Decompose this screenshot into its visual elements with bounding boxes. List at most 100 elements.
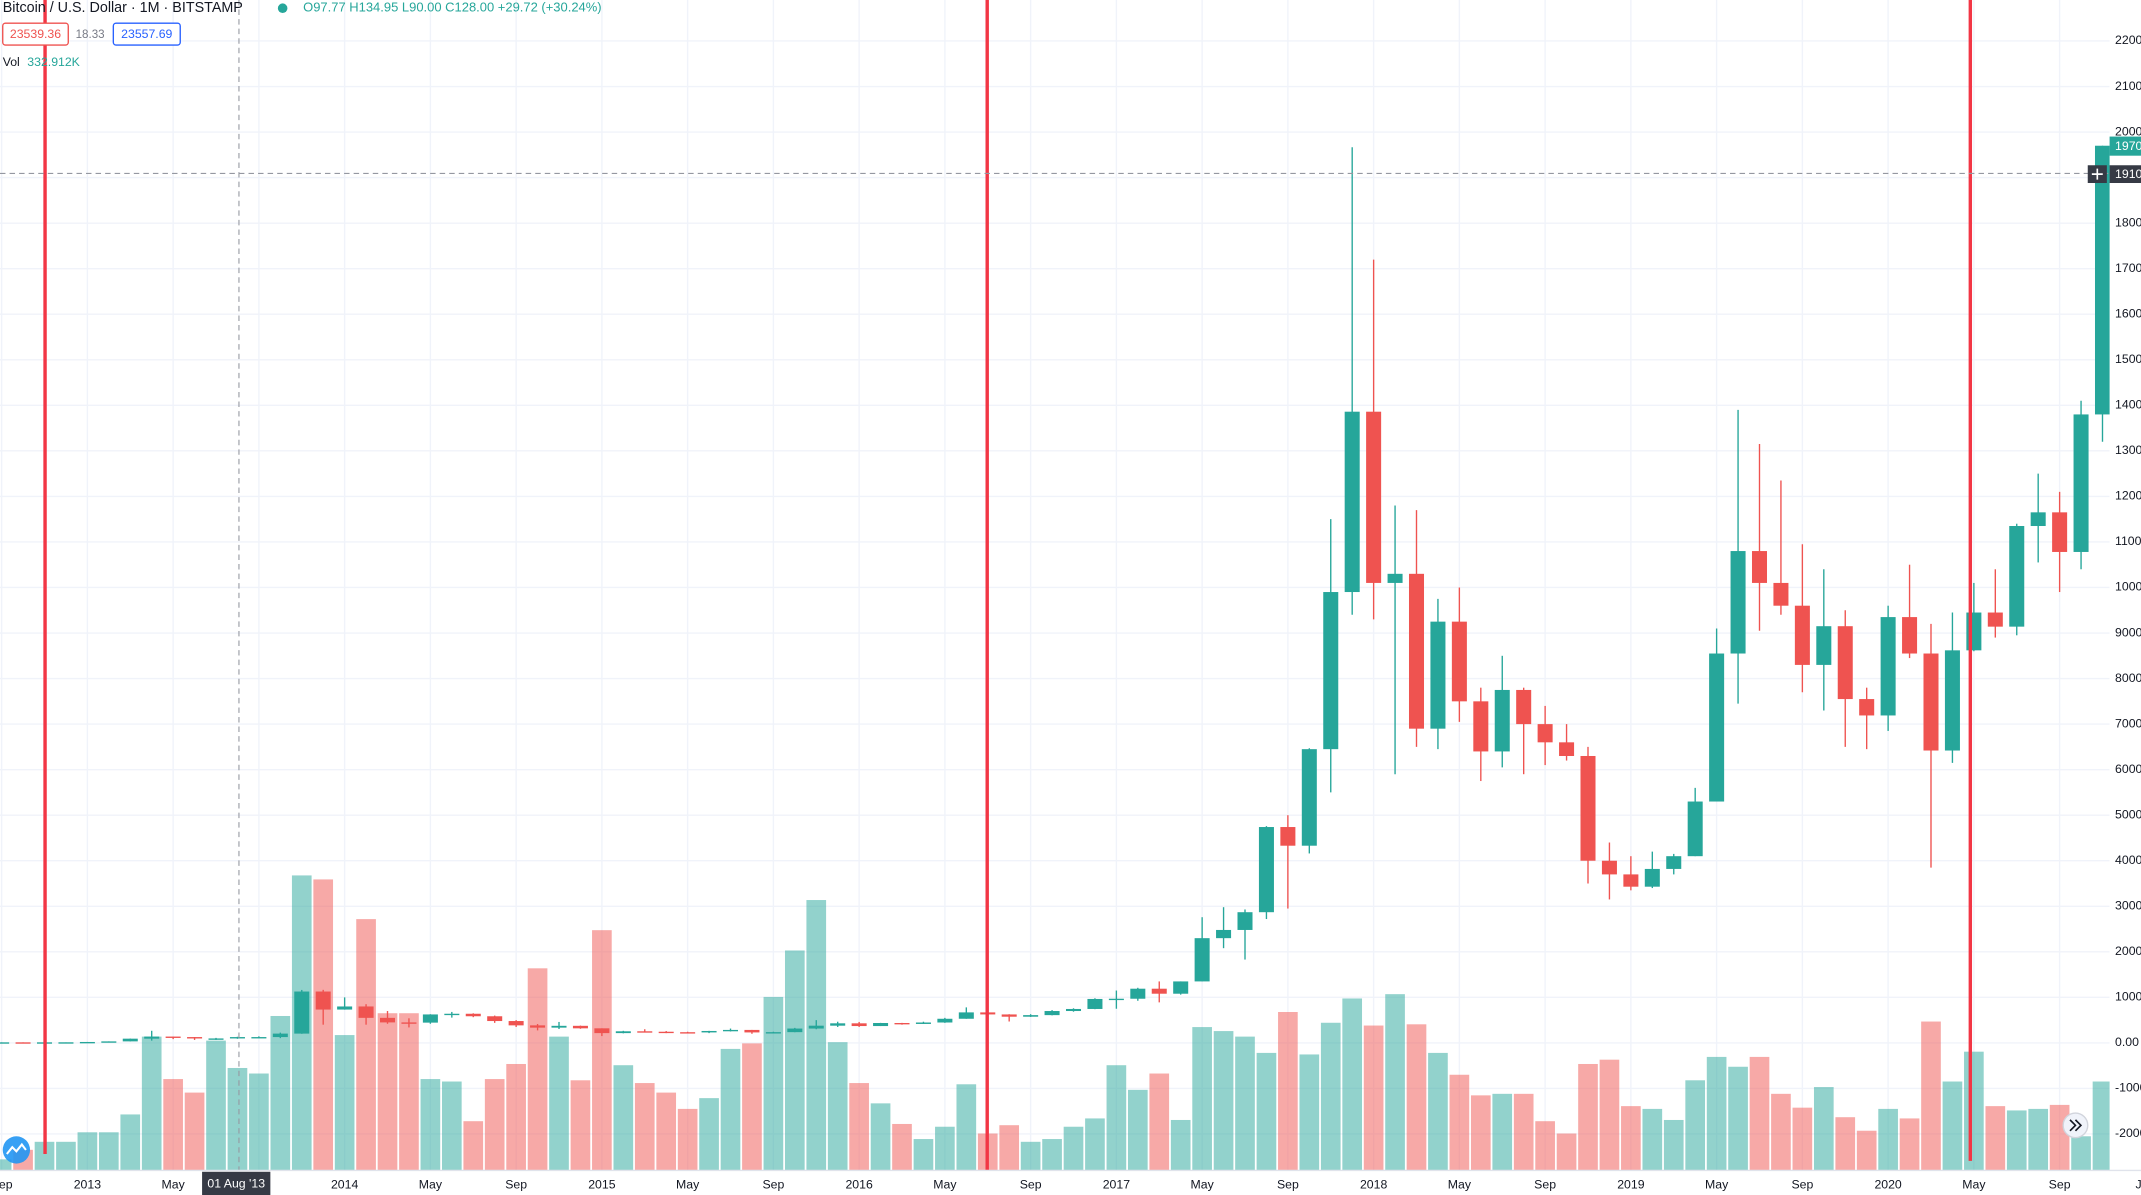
candle-body <box>701 1030 717 1033</box>
x-tick-label: 2016 <box>845 1178 872 1192</box>
plus-icon[interactable] <box>2091 168 2103 180</box>
volume-bar <box>1835 1117 1856 1171</box>
sell-price[interactable]: 23539.36 <box>10 27 61 41</box>
candle-body <box>2030 512 2046 527</box>
candle-body <box>1944 650 1960 751</box>
volume-bar <box>1106 1065 1127 1171</box>
volume-bar <box>892 1123 912 1171</box>
candle-body <box>0 1042 10 1044</box>
candle-body <box>808 1025 824 1029</box>
volume-bar <box>334 1035 355 1171</box>
candle-body <box>1194 938 1210 982</box>
volume-bar <box>2049 1104 2070 1171</box>
candle-layer <box>0 145 2111 1044</box>
candle-body <box>294 991 310 1034</box>
candle-body <box>722 1029 739 1032</box>
volume-bar <box>1470 1095 1491 1171</box>
volume-bar <box>1127 1089 1148 1171</box>
candle-body <box>937 1018 953 1023</box>
candle-body <box>15 1042 31 1044</box>
candle-body <box>1816 626 1832 665</box>
candle-body <box>894 1022 910 1025</box>
candle-body <box>2073 414 2089 552</box>
volume-bar <box>1042 1139 1062 1171</box>
volume-bar <box>1942 1081 1963 1171</box>
candle-body <box>401 1022 417 1024</box>
scroll-icon[interactable] <box>2069 1119 2083 1132</box>
volume-bar <box>763 996 784 1171</box>
volume-bar <box>141 1036 162 1171</box>
market-status-dot <box>277 3 288 13</box>
last-price-label: 19700 <box>2115 139 2141 153</box>
sell-box[interactable] <box>2 22 69 46</box>
price-axis-bg <box>2109 0 2141 1171</box>
candle-body <box>915 1022 931 1024</box>
volume-bar <box>2071 1136 2091 1171</box>
y-tick-label: 1000 <box>2115 990 2141 1004</box>
volume-bar <box>1299 1054 1320 1171</box>
volume-bar <box>184 1092 205 1171</box>
volume-bar <box>206 1040 226 1171</box>
buy-box[interactable] <box>112 22 181 46</box>
x-tick-label: May <box>933 1178 957 1192</box>
y-tick-label: -2000 <box>2115 1126 2141 1140</box>
candle-body <box>337 1006 353 1010</box>
candle-body <box>1451 621 1467 702</box>
volume-bar <box>1449 1074 1470 1171</box>
candle-body <box>1559 742 1575 756</box>
volume-bar <box>1320 1022 1341 1171</box>
x-tick-label: May <box>1705 1178 1729 1192</box>
volume-bar <box>463 1121 484 1171</box>
candle-body <box>1666 856 1682 869</box>
volume-bar <box>1813 1087 1834 1171</box>
candle-body <box>1366 411 1382 583</box>
candle-body <box>422 1014 438 1023</box>
candle-body <box>465 1013 481 1017</box>
volume-bar <box>77 1132 98 1171</box>
candle-body <box>1323 592 1339 750</box>
volume-bar <box>784 950 805 1171</box>
y-tick-label: 18000 <box>2115 215 2141 229</box>
time-axis: Sep 2013 May Sep 2014 May Sep 2015 May Sep 2016 May… <box>0 1178 2141 1192</box>
candle-body <box>187 1037 203 1039</box>
candle-body <box>787 1028 803 1033</box>
candle-body <box>1237 912 1253 930</box>
y-tick-label: 17000 <box>2115 261 2141 275</box>
volume-bar <box>34 1141 55 1171</box>
candle-body <box>615 1031 631 1034</box>
volume-bar <box>1363 1025 1384 1171</box>
x-tick-label: May <box>676 1178 700 1192</box>
buy-price[interactable]: 23557.69 <box>121 27 172 41</box>
candle-body <box>380 1017 396 1023</box>
y-tick-label: 22000 <box>2115 33 2141 47</box>
candle-body <box>1001 1014 1017 1017</box>
volume-bar <box>1492 1093 1513 1171</box>
volume-bar <box>1256 1052 1277 1171</box>
last-price-box <box>2109 136 2141 156</box>
candle-body <box>1430 621 1446 729</box>
volume-bar <box>0 1159 12 1171</box>
volume-bar <box>506 1063 526 1171</box>
x-tick-label: May <box>419 1178 443 1192</box>
volume-bar <box>1278 1011 1298 1171</box>
candle-body <box>487 1016 503 1022</box>
volume-bar <box>913 1139 934 1171</box>
y-tick-label: 14000 <box>2115 398 2141 412</box>
logo-icon[interactable] <box>6 1142 27 1155</box>
y-tick-label: 9000 <box>2115 625 2141 639</box>
volume-bar <box>1535 1121 1555 1171</box>
candle-body <box>1859 699 1875 716</box>
volume-bar <box>570 1080 591 1171</box>
volume-bar <box>1428 1052 1448 1171</box>
grid <box>0 0 2110 1171</box>
candle-body <box>873 1022 889 1027</box>
candle-body <box>1751 551 1768 583</box>
candle-body <box>358 1006 374 1018</box>
y-tick-label: 0.00 <box>2115 1035 2139 1049</box>
candle-body <box>765 1032 781 1034</box>
volume-bar <box>634 1083 655 1171</box>
candle-body <box>1280 827 1296 846</box>
volume-bar <box>1728 1066 1748 1171</box>
